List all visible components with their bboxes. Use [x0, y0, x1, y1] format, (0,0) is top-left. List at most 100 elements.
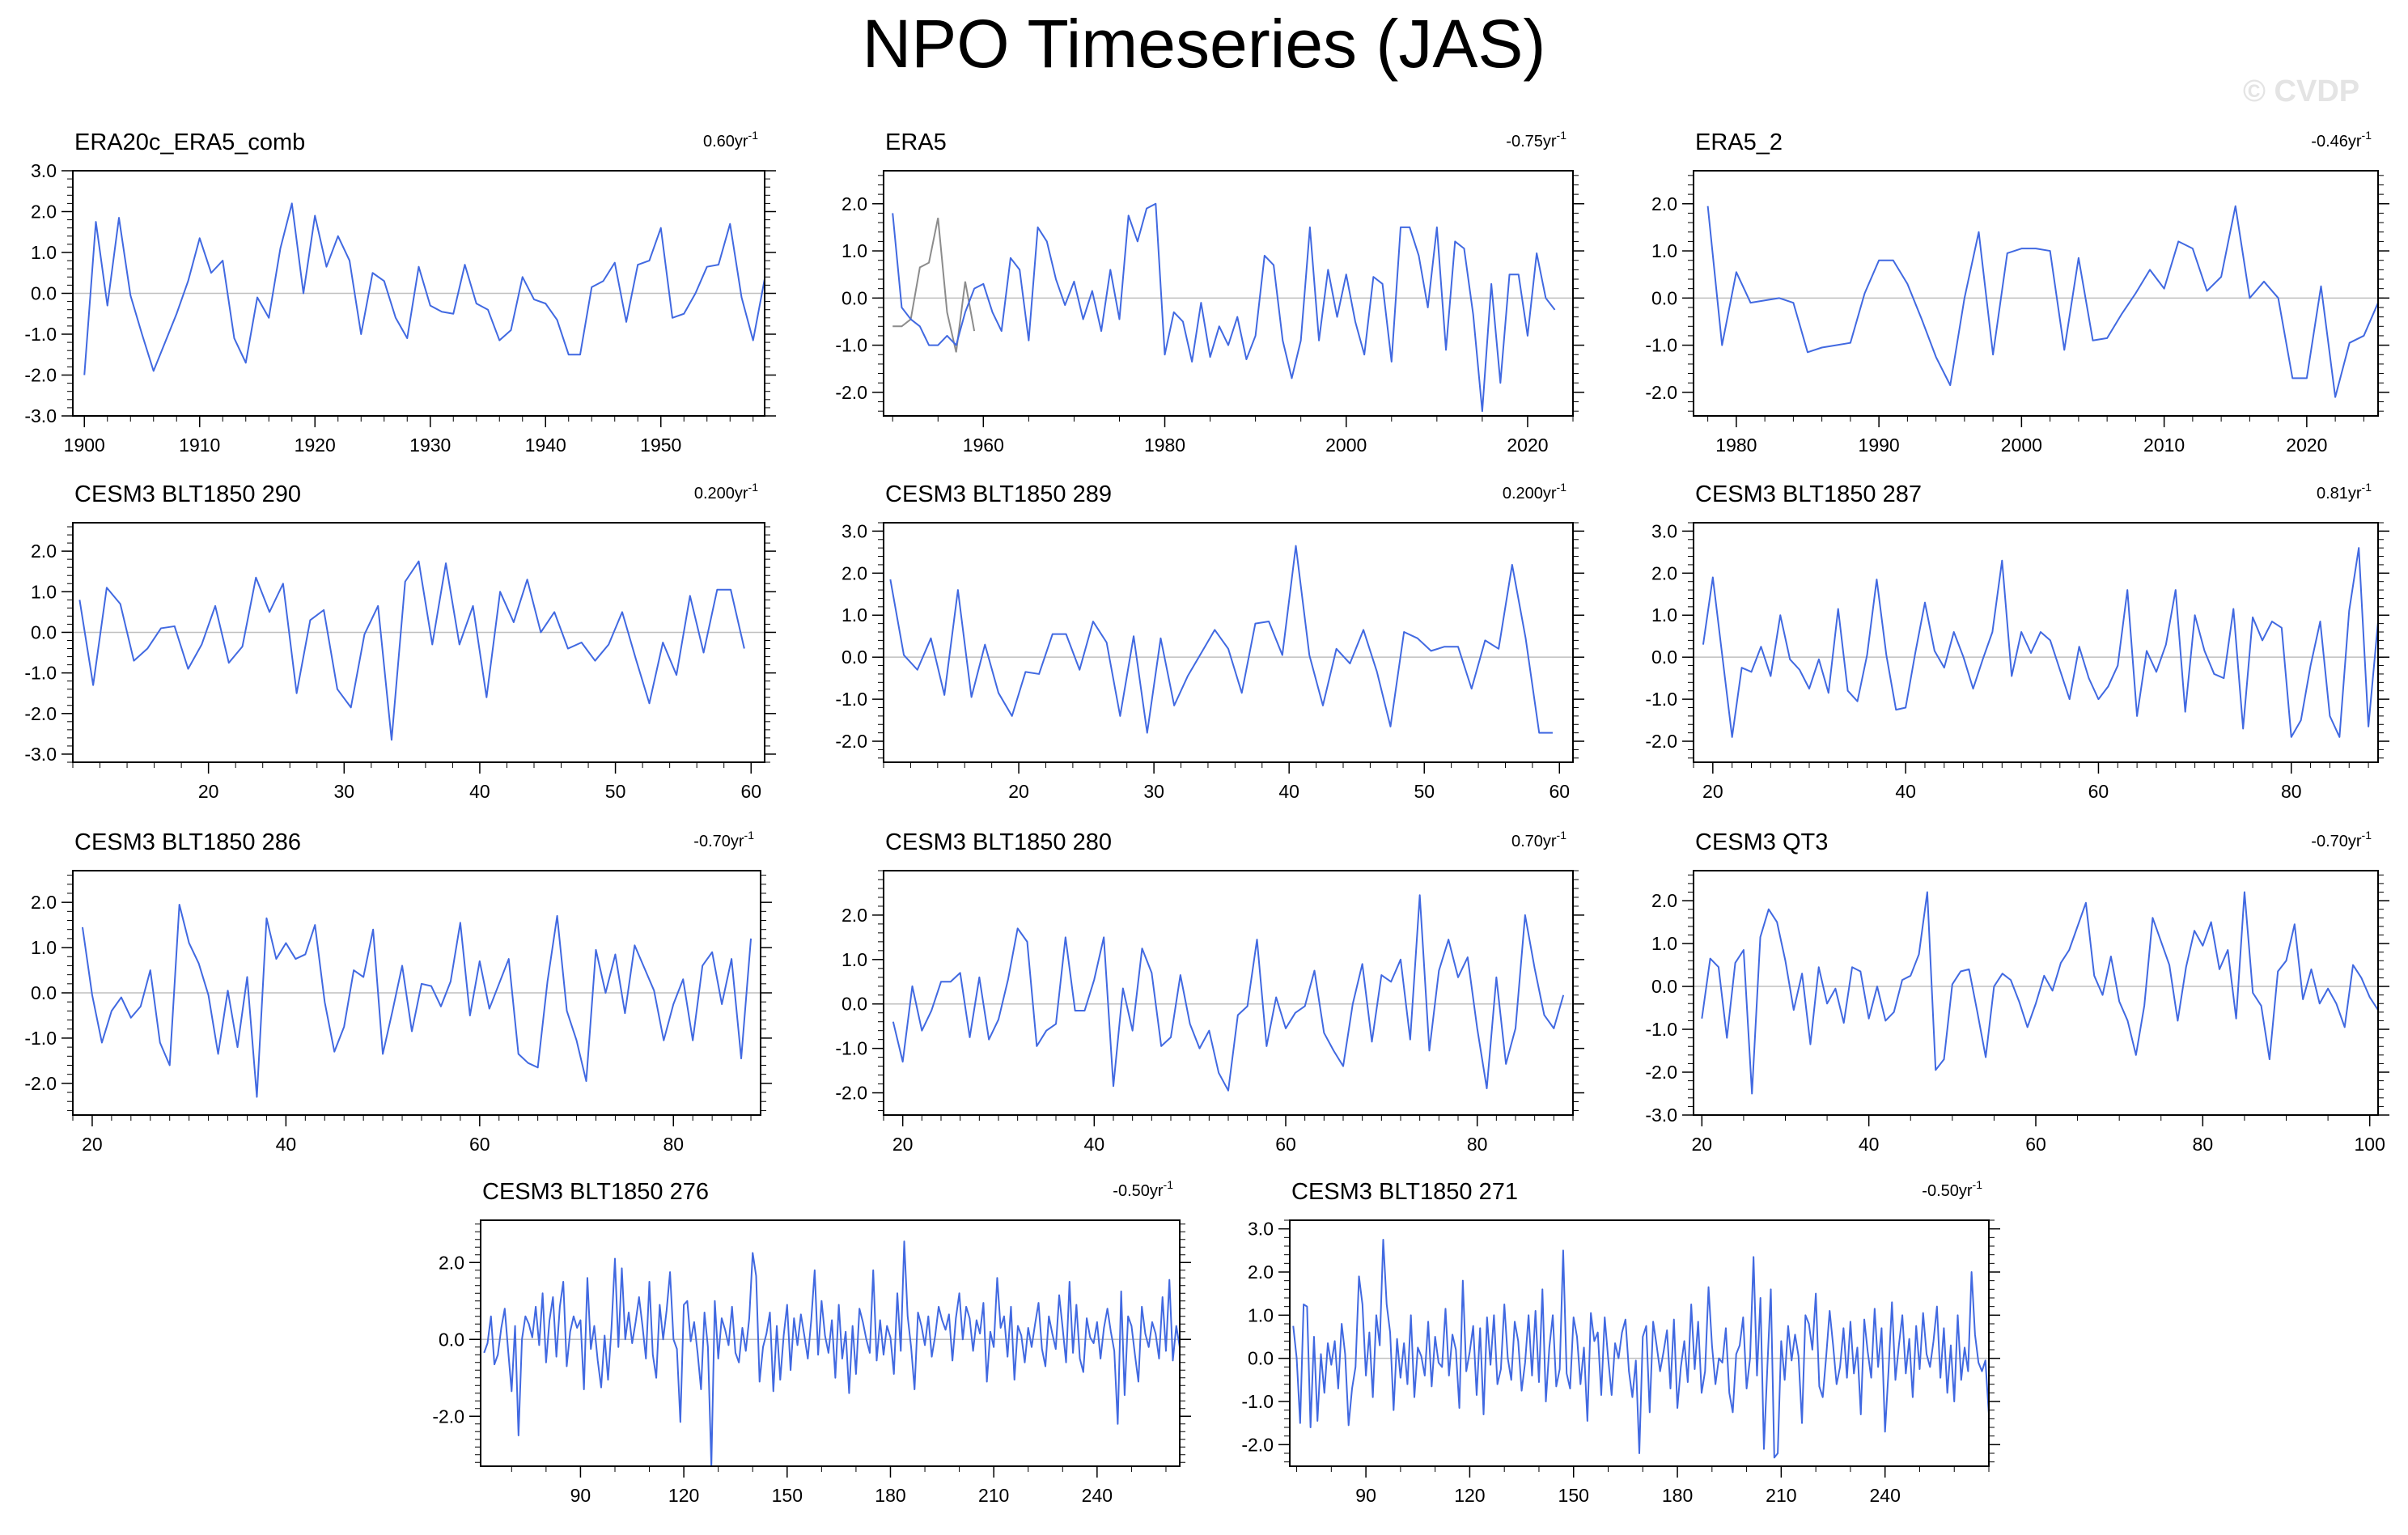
x-tick-label: 60 [1549, 781, 1570, 802]
panel-title: CESM3 BLT1850 289 [885, 481, 1112, 507]
series-line [483, 1240, 1180, 1466]
y-tick-label: -1.0 [1645, 1019, 1677, 1040]
x-tick-label: 20 [82, 1134, 103, 1155]
y-tick-label: -1.0 [835, 689, 867, 710]
y-tick-label: 1.0 [31, 937, 57, 958]
panel-title: CESM3 BLT1850 271 [1291, 1179, 1518, 1205]
series-line [892, 894, 1565, 1092]
x-tick-label: 1950 [640, 435, 681, 456]
trend-value: 0.60yr [703, 133, 748, 151]
panel-1: ERA5 -0.75yr-1 -2.0 -1.0 0.0 1.0 2.0 1960 1980 20… [835, 129, 1584, 456]
x-tick-label: 1960 [963, 435, 1004, 456]
series-line [892, 202, 1556, 413]
y-tick-label: 3.0 [1248, 1219, 1274, 1240]
x-tick-label: 60 [469, 1134, 490, 1155]
cvdp-watermark: © CVDP [2243, 74, 2360, 108]
trend-value: 0.200yr [694, 485, 748, 502]
y-tick-label: -1.0 [1241, 1391, 1274, 1412]
trend-value: 0.200yr [1503, 485, 1557, 502]
x-tick-label: 20 [1008, 781, 1029, 802]
panel-0: ERA20c_ERA5_comb 0.60yr-1 -3.0 -2.0 -1.0 0.0 1… [24, 129, 776, 456]
x-tick-label: 1900 [64, 435, 105, 456]
plot-frame [1693, 170, 2379, 417]
panel-10: CESM3 BLT1850 271 -0.50yr-1 -2.0 -1.0 0.0 1.0… [1241, 1178, 2000, 1506]
y-tick-label: 2.0 [1651, 890, 1677, 911]
panel-title: CESM3 BLT1850 286 [74, 829, 301, 855]
x-tick-label: 90 [1355, 1485, 1376, 1506]
trend-exponent: -1 [2362, 129, 2372, 142]
trend-exponent: -1 [748, 129, 759, 142]
x-tick-label: 2020 [2286, 435, 2327, 456]
y-tick-label: 3.0 [842, 520, 867, 541]
series-line [78, 560, 745, 741]
trend-label: -0.50yr-1 [1113, 1178, 1173, 1200]
series-line [83, 202, 765, 375]
y-tick-label: 0.0 [1248, 1348, 1274, 1369]
y-tick-label: 0.0 [31, 621, 57, 642]
y-tick-label: -1.0 [835, 1038, 867, 1059]
panel-8: CESM3 QT3 -0.70yr-1 -3.0 -2.0 -1.0 0.0 1.0 2.0 2… [1645, 829, 2389, 1155]
series-line [81, 903, 752, 1098]
x-tick-label: 40 [1859, 1134, 1880, 1155]
x-tick-label: 20 [1702, 781, 1723, 802]
trend-value: 0.70yr [1511, 833, 1557, 850]
x-tick-label: 2000 [2001, 435, 2042, 456]
x-tick-label: 1980 [1715, 435, 1757, 456]
x-tick-label: 120 [1454, 1485, 1485, 1506]
plot-frame [883, 170, 1574, 417]
panel-title: ERA5_2 [1695, 129, 1783, 155]
x-tick-label: 1980 [1144, 435, 1185, 456]
plot-frame [883, 522, 1574, 763]
y-tick-label: 2.0 [1651, 562, 1677, 583]
panel-title: CESM3 BLT1850 290 [74, 481, 301, 507]
x-tick-label: 150 [772, 1485, 803, 1506]
panel-9: CESM3 BLT1850 276 -0.50yr-1 -2.0 0.0 2.0 90 12… [432, 1178, 1191, 1506]
x-tick-label: 240 [1082, 1485, 1113, 1506]
y-tick-label: 2.0 [842, 905, 867, 926]
plot-frame [1693, 522, 2379, 763]
y-tick-label: 0.0 [1651, 647, 1677, 668]
panel-title: ERA5 [885, 129, 947, 155]
y-tick-label: -2.0 [432, 1406, 464, 1427]
x-tick-label: 1930 [409, 435, 451, 456]
trend-value: -0.75yr [1506, 133, 1557, 151]
trend-exponent: -1 [1557, 129, 1567, 142]
x-tick-label: 80 [2281, 781, 2302, 802]
y-tick-label: 0.0 [842, 647, 867, 668]
y-tick-label: 1.0 [842, 949, 867, 970]
trend-label: 0.60yr-1 [703, 129, 758, 151]
x-tick-label: 30 [333, 781, 354, 802]
x-tick-label: 50 [605, 781, 626, 802]
x-tick-label: 20 [892, 1134, 914, 1155]
x-tick-label: 50 [1414, 781, 1435, 802]
y-tick-label: -1.0 [835, 335, 867, 356]
trend-exponent: -1 [1164, 1178, 1174, 1191]
y-tick-label: -1.0 [24, 663, 57, 684]
y-tick-label: -3.0 [24, 744, 57, 765]
series-line [1292, 1239, 1989, 1459]
panel-5: CESM3 BLT1850 287 0.81yr-1 -2.0 -1.0 0.0 1.0 2… [1645, 481, 2389, 802]
series-line [889, 545, 1553, 734]
panel-title: CESM3 BLT1850 276 [482, 1179, 709, 1205]
y-tick-label: -2.0 [24, 1073, 57, 1094]
x-tick-label: 180 [875, 1485, 905, 1506]
trend-exponent: -1 [748, 481, 759, 494]
page-title: NPO Timeseries (JAS) [862, 6, 1546, 82]
y-tick-label: 1.0 [1651, 933, 1677, 954]
y-tick-label: -2.0 [835, 1083, 867, 1104]
x-tick-label: 80 [663, 1134, 684, 1155]
series-line [1701, 891, 2378, 1095]
x-tick-label: 1990 [1859, 435, 1900, 456]
x-tick-label: 120 [668, 1485, 699, 1506]
y-tick-label: -3.0 [24, 405, 57, 426]
x-tick-label: 60 [740, 781, 761, 802]
y-tick-label: 1.0 [842, 604, 867, 625]
x-tick-label: 2010 [2143, 435, 2185, 456]
x-tick-label: 100 [2354, 1134, 2385, 1155]
y-tick-label: -3.0 [1645, 1105, 1677, 1126]
x-tick-label: 40 [276, 1134, 297, 1155]
x-tick-label: 2020 [1507, 435, 1548, 456]
y-tick-label: 1.0 [1248, 1304, 1274, 1325]
y-tick-label: 2.0 [842, 562, 867, 583]
